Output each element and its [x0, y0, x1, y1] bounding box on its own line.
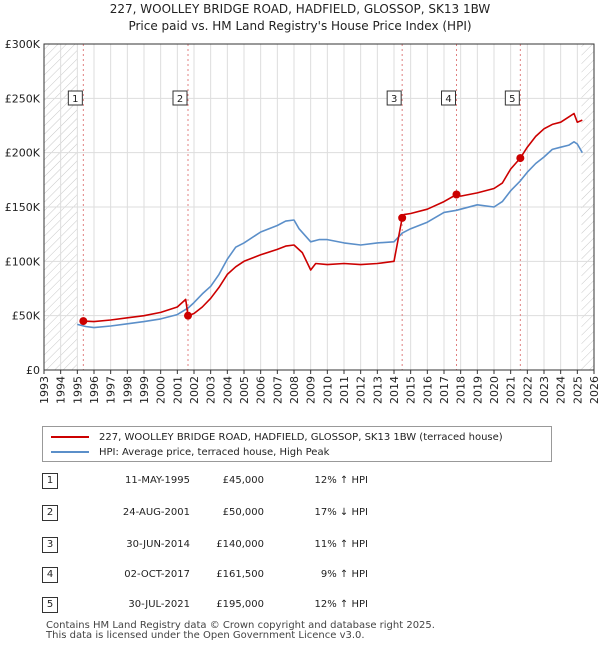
sale-hpi-diff: 9% ↑ HPI	[320, 569, 368, 580]
sale-number-label: 5	[509, 94, 515, 105]
sale-price: £45,000	[222, 475, 264, 486]
footer: Contains HM Land Registry data © Crown c…	[46, 621, 435, 641]
x-tick-label: 2003	[205, 376, 218, 404]
sale-number-badge: 5	[42, 597, 58, 613]
x-tick-label: 2020	[488, 376, 501, 404]
x-tick-label: 2010	[321, 376, 334, 404]
x-tick-label: 2024	[555, 376, 568, 404]
sale-number-label: 3	[391, 94, 397, 105]
x-tick-label: 2007	[271, 376, 284, 404]
legend-line-property	[51, 436, 89, 438]
property-price-line	[83, 112, 583, 323]
x-tick-label: 2025	[571, 376, 584, 404]
x-tick-label: 1999	[138, 376, 151, 404]
x-tick-label: 2001	[171, 376, 184, 404]
x-tick-label: 2015	[405, 376, 418, 404]
legend-label-hpi: HPI: Average price, terraced house, High…	[99, 446, 330, 458]
sale-date: 11-MAY-1995	[124, 475, 190, 486]
legend: 227, WOOLLEY BRIDGE ROAD, HADFIELD, GLOS…	[42, 426, 552, 462]
x-tick-label: 2002	[188, 376, 201, 404]
x-tick-label: 1994	[55, 376, 68, 404]
sale-hpi-diff: 12% ↑ HPI	[314, 475, 368, 486]
y-tick-label: £150K	[5, 201, 41, 214]
y-tick-label: £300K	[5, 38, 41, 51]
sale-row: 1 11-MAY-1995 £45,000 12% ↑ HPI	[42, 473, 562, 491]
x-tick-label: 1998	[121, 376, 134, 404]
sale-number-badge: 2	[42, 505, 58, 521]
chart-subtitle: Price paid vs. HM Land Registry's House …	[128, 19, 472, 33]
x-tick-label: 2017	[438, 376, 451, 404]
footer-copyright: Contains HM Land Registry data © Crown c…	[46, 620, 435, 631]
sale-price: £195,000	[216, 599, 264, 610]
legend-item-hpi: HPI: Average price, terraced house, High…	[51, 445, 329, 459]
y-tick-label: £100K	[5, 255, 41, 268]
legend-label-property: 227, WOOLLEY BRIDGE ROAD, HADFIELD, GLOS…	[99, 431, 503, 443]
x-tick-label: 2005	[238, 376, 251, 404]
x-tick-label: 2011	[338, 376, 351, 404]
legend-item-property: 227, WOOLLEY BRIDGE ROAD, HADFIELD, GLOS…	[51, 430, 503, 444]
chart-title: 227, WOOLLEY BRIDGE ROAD, HADFIELD, GLOS…	[109, 2, 491, 16]
sale-date: 02-OCT-2017	[124, 569, 190, 580]
x-tick-label: 2008	[288, 376, 301, 404]
sale-number-box	[172, 90, 188, 106]
footer-licence: This data is licensed under the Open Gov…	[46, 630, 365, 641]
x-tick-label: 2018	[455, 376, 468, 404]
sale-number-box	[504, 90, 520, 106]
price-chart: 1 2 3 4 5 £0 £50K £100K £150K £200K £250K £300K 199…	[5, 38, 600, 404]
x-tick-label: 2019	[471, 376, 484, 404]
sale-point-marker	[184, 311, 192, 320]
sale-point-marker	[398, 213, 407, 222]
x-tick-label: 2012	[355, 376, 368, 404]
x-tick-label: 2016	[421, 376, 434, 404]
sale-row: 3 30-JUN-2014 £140,000 11% ↑ HPI	[42, 537, 562, 555]
sale-number-badge: 1	[42, 473, 58, 489]
x-tick-label: 2014	[388, 376, 401, 404]
x-tick-label: 1993	[38, 376, 51, 404]
sale-price: £161,500	[216, 569, 264, 580]
x-tick-label: 1995	[71, 376, 84, 404]
sale-date: 30-JUL-2021	[128, 599, 190, 610]
x-tick-label: 2023	[538, 376, 551, 404]
sale-hpi-diff: 11% ↑ HPI	[314, 539, 368, 550]
x-tick-label: 2006	[255, 376, 268, 404]
y-tick-label: £200K	[5, 147, 41, 160]
x-tick-label: 2022	[521, 376, 534, 404]
x-tick-label: 2013	[371, 376, 384, 404]
x-tick-label: 2000	[155, 376, 168, 404]
sale-price: £140,000	[216, 539, 264, 550]
y-tick-label: £0	[26, 364, 40, 377]
plot-frame	[43, 43, 595, 371]
x-tick-label: 2021	[505, 376, 518, 404]
sale-price: £50,000	[222, 507, 264, 518]
sale-number-badge: 4	[42, 567, 58, 583]
sale-number-box	[386, 90, 402, 106]
sale-number-label: 2	[177, 94, 183, 105]
x-tick-label: 2026	[588, 376, 600, 404]
hpi-line	[77, 141, 583, 329]
x-tick-label: 2004	[221, 376, 234, 404]
x-tick-label: 2009	[305, 376, 318, 404]
sale-hpi-diff: 17% ↓ HPI	[314, 507, 368, 518]
sale-row: 5 30-JUL-2021 £195,000 12% ↑ HPI	[42, 597, 562, 615]
sale-point-marker	[452, 190, 461, 199]
x-tick-label: 1997	[105, 376, 118, 404]
sale-number-box	[441, 90, 456, 106]
sale-date: 30-JUN-2014	[126, 539, 190, 550]
sale-number-label: 1	[72, 94, 78, 105]
sale-row: 2 24-AUG-2001 £50,000 17% ↓ HPI	[42, 505, 562, 523]
sale-number-label: 4	[445, 94, 451, 105]
sale-point-marker	[516, 154, 525, 163]
x-tick-label: 1996	[88, 376, 101, 404]
sale-hpi-diff: 12% ↑ HPI	[314, 599, 368, 610]
sale-number-box	[67, 90, 83, 106]
sale-number-badge: 3	[42, 537, 58, 553]
y-tick-label: £50K	[12, 310, 41, 323]
sale-row: 4 02-OCT-2017 £161,500 9% ↑ HPI	[42, 567, 562, 585]
sale-date: 24-AUG-2001	[122, 507, 190, 518]
legend-line-hpi	[51, 451, 89, 453]
y-tick-label: £250K	[5, 92, 41, 105]
sale-point-marker	[79, 317, 88, 326]
